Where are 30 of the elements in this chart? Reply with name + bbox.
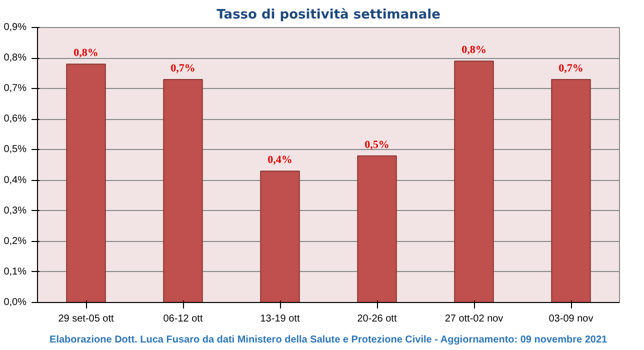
y-tick-label: 0,1% xyxy=(4,266,27,278)
chart-title: Tasso di positività settimanale xyxy=(216,8,441,22)
y-tick-label: 0,6% xyxy=(4,114,27,125)
y-tick-label: 0,5% xyxy=(4,144,27,156)
data-label: 0,7% xyxy=(170,62,196,74)
data-label: 0,8% xyxy=(74,47,98,60)
y-tick-label: 0,7% xyxy=(4,83,27,94)
x-tick-label: 20-26 ott xyxy=(357,314,397,324)
x-tick-label: 27 ott-02 nov xyxy=(444,314,504,324)
y-tick-label: 0,0% xyxy=(4,297,27,308)
x-tick-label: 03-09 nov xyxy=(548,314,594,324)
y-tick-label: 0,2% xyxy=(4,236,27,247)
x-tick-label: 06-12 ott xyxy=(163,314,203,324)
y-tick-label: 0,3% xyxy=(4,205,27,216)
data-label: 0,4% xyxy=(268,154,292,166)
data-label: 0,7% xyxy=(558,62,584,74)
bar xyxy=(551,78,591,302)
y-tick-label: 0,9% xyxy=(4,22,27,33)
data-label: 0,8% xyxy=(462,44,486,56)
text: Elaborazione Dott. Luca Fusaro da dati Ministero della Salute e Protezione Civile - Aggiornamento: 09 novembre 2021 xyxy=(50,334,608,346)
bar xyxy=(454,60,494,302)
bar xyxy=(357,155,397,302)
bar xyxy=(66,64,106,302)
bar xyxy=(163,78,203,302)
x-tick-label: 29 set-05 ott xyxy=(58,314,114,324)
x-tick-label: 13-19 ott xyxy=(260,314,300,324)
y-tick-label: 0,8% xyxy=(4,52,27,64)
bar xyxy=(260,170,300,302)
data-label: 0,5% xyxy=(364,138,390,151)
y-tick-label: 0,4% xyxy=(4,174,27,186)
